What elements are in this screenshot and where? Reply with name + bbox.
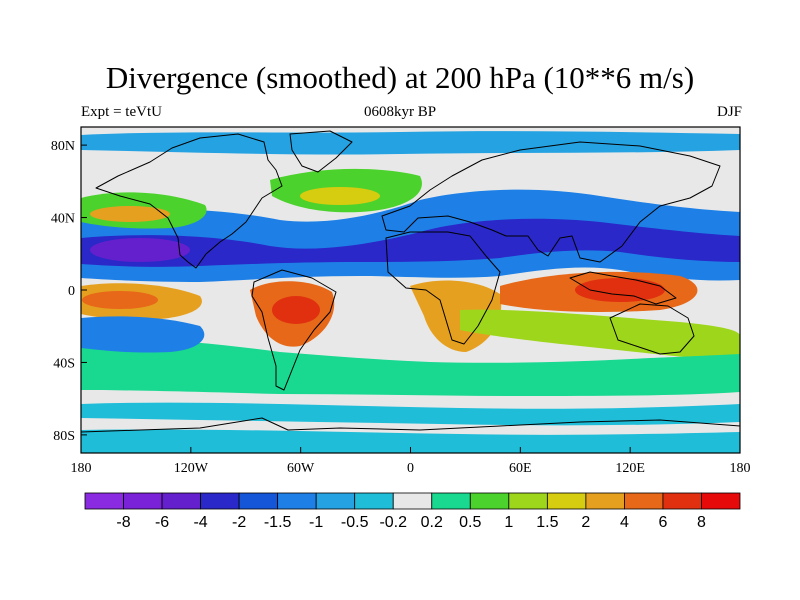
coastline-eurasia (381, 141, 721, 263)
coastline-north-america (95, 133, 283, 269)
field-region-antarctic-band (81, 429, 740, 453)
colorbar-label-0: -8 (116, 514, 130, 531)
colorbar-swatch-13 (585, 492, 625, 510)
y-tick-label-4: 80S (53, 429, 75, 444)
field-region-south-america-core (272, 296, 320, 324)
field-region-north-pacific-core (90, 206, 170, 222)
field-region-southern-subtropical-convergence (81, 316, 205, 353)
colorbar-swatch-7 (354, 492, 394, 510)
x-tick-label-5: 120E (615, 461, 645, 476)
field-region-southern-midlatitude-band (81, 338, 740, 396)
colorbar-swatch-6 (315, 492, 356, 510)
field-region-maritime-continent-core (575, 278, 665, 302)
field-region-pacific-nh-core (90, 238, 190, 262)
divergence-field (81, 127, 740, 453)
colorbar-swatch-8 (392, 492, 433, 510)
x-tick-label-1: 120W (174, 461, 209, 476)
y-tick-label-1: 40N (51, 212, 75, 227)
colorbar-label-3: -2 (232, 514, 246, 531)
y-tick-label-3: 40S (53, 356, 75, 371)
coastline-south-america (251, 269, 337, 391)
colorbar-label-11: 1.5 (536, 514, 558, 531)
colorbar-label-10: 1 (504, 514, 513, 531)
colorbar-label-1: -6 (155, 514, 169, 531)
season-label: DJF (716, 104, 742, 120)
coastline-maritime-continent (569, 271, 677, 305)
colorbar-label-2: -4 (193, 514, 207, 531)
coastline-australia (609, 303, 695, 355)
colorbar-label-14: 6 (658, 514, 667, 531)
plot-title: Divergence (smoothed) at 200 hPa (10**6 … (105, 60, 695, 95)
coastline-greenland (289, 130, 353, 173)
field-region-north-atlantic-core (300, 187, 380, 205)
coastline-antarctica (81, 417, 740, 433)
field-region-indo-pacific-broad (460, 309, 740, 360)
x-tick-label-4: 60E (509, 461, 532, 476)
colorbar-swatch-14 (624, 492, 664, 510)
x-tick-label-3: 0 (407, 461, 414, 476)
colorbar-label-7: -0.2 (379, 514, 407, 531)
time-label: 0608kyr BP (363, 104, 437, 120)
colorbar-swatch-10 (469, 492, 510, 510)
x-tick-label-0: 180 (71, 461, 92, 476)
colorbar-label-15: 8 (697, 514, 706, 531)
colorbar-swatch-1 (123, 492, 163, 510)
axis-ticks: 80N 40N 0 40S 80S 180 120W 60W 0 60E 120E 180 (51, 139, 751, 476)
colorbar-swatch-4 (238, 492, 279, 510)
coastline-africa (385, 231, 501, 345)
colorbar-label-8: 0.2 (421, 514, 443, 531)
y-tick-label-2: 0 (68, 284, 75, 299)
colorbar-swatch-5 (277, 492, 317, 510)
colorbar-label-5: -1 (309, 514, 323, 531)
colorbar-swatch-11 (508, 492, 548, 510)
colorbar-label-13: 4 (620, 514, 629, 531)
colorbar-swatch-2 (161, 492, 201, 510)
colorbar-label-6: -0.5 (341, 514, 369, 531)
colorbar-label-9: 0.5 (459, 514, 481, 531)
colorbar-swatch-9 (431, 492, 471, 510)
colorbar-swatch-15 (662, 492, 702, 510)
field-region-nh-subtropical-core (81, 218, 740, 267)
experiment-label: Expt = teVtU (81, 104, 162, 120)
colorbar-swatch-16 (701, 492, 741, 510)
colorbar-label-12: 2 (581, 514, 590, 531)
colorbar-swatch-12 (546, 492, 587, 510)
field-region-arctic-convergence (81, 131, 740, 155)
field-region-equatorial-pacific-core (82, 291, 158, 309)
x-tick-label-6: 180 (730, 461, 751, 476)
y-tick-label-0: 80N (51, 139, 75, 154)
colorbar-label-4: -1.5 (264, 514, 292, 531)
field-region-africa-divergence (410, 280, 502, 352)
colorbar-swatch-3 (200, 492, 240, 510)
colorbar: -8 -6 -4 -2 -1.5 -1 -0.5 -0.2 0.2 0.5 1 1.5 2 4 6 8 (84, 492, 741, 531)
coastlines (81, 130, 740, 433)
field-region-southern-ocean-band (81, 402, 740, 426)
colorbar-swatch-0 (84, 492, 124, 510)
x-tick-label-2: 60W (287, 461, 315, 476)
